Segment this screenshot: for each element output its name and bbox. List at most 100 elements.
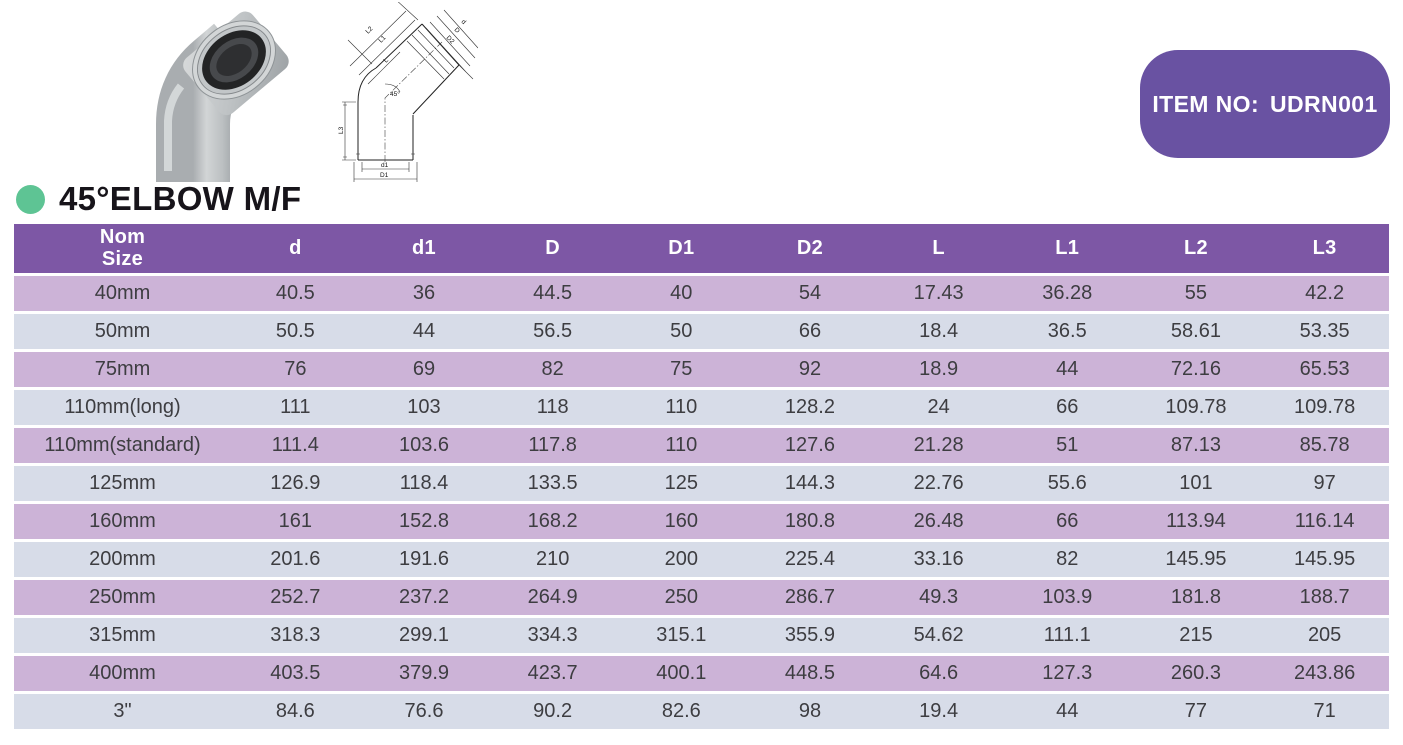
cell-L: 54.62 (874, 616, 1003, 656)
cell-d: 111.4 (231, 426, 360, 466)
cell-L2: 58.61 (1131, 312, 1261, 352)
col-header-L3: L3 (1260, 224, 1389, 276)
col-header-D: D (488, 224, 617, 276)
cell-L1: 127.3 (1002, 654, 1132, 694)
spec-table-header: Nom Size d d1 D D1 D2 L L1 L2 L3 (14, 224, 1389, 276)
cell-L: 24 (874, 388, 1003, 428)
table-row: 110mm(long) 111 103 118 110 128.2 24 66 109.78 10… (14, 388, 1389, 428)
cell-d: 161 (231, 502, 360, 542)
table-row: 125mm 126.9 118.4 133.5 125 144.3 22.76 55.6 101… (14, 464, 1389, 504)
cell-L3: 97 (1260, 464, 1389, 504)
cell-d1: 299.1 (359, 616, 489, 656)
cell-L3: 71 (1260, 692, 1389, 732)
cell-nom-size: 40mm (14, 274, 231, 314)
cell-L3: 188.7 (1260, 578, 1389, 618)
cell-L2: 215 (1131, 616, 1261, 656)
col-header-d: d (231, 224, 360, 276)
cell-d1: 69 (359, 350, 489, 390)
cell-D1: 400.1 (616, 654, 746, 694)
col-header-L1: L1 (1002, 224, 1132, 276)
cell-d1: 36 (359, 274, 489, 314)
cell-D: 56.5 (488, 312, 617, 352)
cell-D1: 200 (616, 540, 746, 580)
cell-nom-size: 75mm (14, 350, 231, 390)
cell-D1: 250 (616, 578, 746, 618)
cell-D: 133.5 (488, 464, 617, 504)
cell-D2: 286.7 (745, 578, 875, 618)
table-row: 75mm 76 69 82 75 92 18.9 44 72.16 65.53 (14, 350, 1389, 390)
cell-nom-size: 200mm (14, 540, 231, 580)
cell-L: 33.16 (874, 540, 1003, 580)
elbow-drawing: 45° L3 d1 D1 L2 L1 L D2 D d (338, 0, 479, 182)
cell-d: 126.9 (231, 464, 360, 504)
cell-d: 50.5 (231, 312, 360, 352)
item-no-label: ITEM NO: (1152, 90, 1260, 117)
cell-D2: 98 (745, 692, 875, 732)
cell-nom-size: 400mm (14, 654, 231, 694)
cell-D: 168.2 (488, 502, 617, 542)
cell-D2: 355.9 (745, 616, 875, 656)
cell-d: 252.7 (231, 578, 360, 618)
elbow-photo-illustration (156, 11, 289, 182)
cell-L2: 181.8 (1131, 578, 1261, 618)
cell-D: 264.9 (488, 578, 617, 618)
cell-L1: 111.1 (1002, 616, 1132, 656)
cell-D: 334.3 (488, 616, 617, 656)
cell-nom-size: 125mm (14, 464, 231, 504)
dim-label-d2: D2 (445, 34, 456, 45)
cell-L2: 72.16 (1131, 350, 1261, 390)
cell-d: 76 (231, 350, 360, 390)
cell-D: 423.7 (488, 654, 617, 694)
table-row: 40mm 40.5 36 44.5 40 54 17.43 36.28 55 42.2 (14, 274, 1389, 314)
cell-L: 22.76 (874, 464, 1003, 504)
header-row: Nom Size d d1 D D1 D2 L L1 L2 L3 (14, 224, 1389, 276)
cell-L3: 42.2 (1260, 274, 1389, 314)
cell-L2: 109.78 (1131, 388, 1261, 428)
spec-table: Nom Size d d1 D D1 D2 L L1 L2 L3 40mm 40.5 36 44.5 40 5… (14, 224, 1389, 732)
cell-d1: 191.6 (359, 540, 489, 580)
cell-D1: 50 (616, 312, 746, 352)
cell-L2: 87.13 (1131, 426, 1261, 466)
cell-D1: 75 (616, 350, 746, 390)
cell-d1: 103.6 (359, 426, 489, 466)
cell-L2: 101 (1131, 464, 1261, 504)
cell-L2: 113.94 (1131, 502, 1261, 542)
cell-L: 19.4 (874, 692, 1003, 732)
table-row: 160mm 161 152.8 168.2 160 180.8 26.48 66 113.94 1… (14, 502, 1389, 542)
cell-D: 118 (488, 388, 617, 428)
cell-L1: 66 (1002, 388, 1132, 428)
cell-D2: 54 (745, 274, 875, 314)
spec-table-body: 40mm 40.5 36 44.5 40 54 17.43 36.28 55 42.2 50mm 50… (14, 274, 1389, 732)
dim-label-D: D (453, 26, 461, 34)
cell-L1: 66 (1002, 502, 1132, 542)
cell-L1: 55.6 (1002, 464, 1132, 504)
cell-D1: 110 (616, 426, 746, 466)
cell-L3: 85.78 (1260, 426, 1389, 466)
cell-D2: 66 (745, 312, 875, 352)
dim-label-D1: D1 (380, 172, 389, 179)
cell-D: 44.5 (488, 274, 617, 314)
cell-D2: 448.5 (745, 654, 875, 694)
cell-d: 318.3 (231, 616, 360, 656)
dim-label-l: L (382, 57, 390, 65)
table-row: 110mm(standard) 111.4 103.6 117.8 110 127.6 21… (14, 426, 1389, 466)
cell-D2: 127.6 (745, 426, 875, 466)
table-row: 250mm 252.7 237.2 264.9 250 286.7 49.3 103.9 181… (14, 578, 1389, 618)
cell-nom-size: 250mm (14, 578, 231, 618)
cell-L3: 116.14 (1260, 502, 1389, 542)
cell-L3: 53.35 (1260, 312, 1389, 352)
cell-d1: 152.8 (359, 502, 489, 542)
cell-D1: 315.1 (616, 616, 746, 656)
item-number-badge: ITEM NO: UDRN001 (1140, 50, 1390, 158)
cell-nom-size: 110mm(standard) (14, 426, 231, 466)
cell-D2: 144.3 (745, 464, 875, 504)
dim-label-d1: d1 (381, 162, 389, 169)
cell-L2: 260.3 (1131, 654, 1261, 694)
col-header-nom-size: Nom Size (14, 224, 231, 276)
cell-d1: 118.4 (359, 464, 489, 504)
cell-L3: 145.95 (1260, 540, 1389, 580)
cell-D1: 160 (616, 502, 746, 542)
item-no-value: UDRN001 (1270, 90, 1378, 117)
title-row: 45°ELBOW M/F (16, 179, 301, 219)
dim-label-d: d (460, 18, 468, 26)
